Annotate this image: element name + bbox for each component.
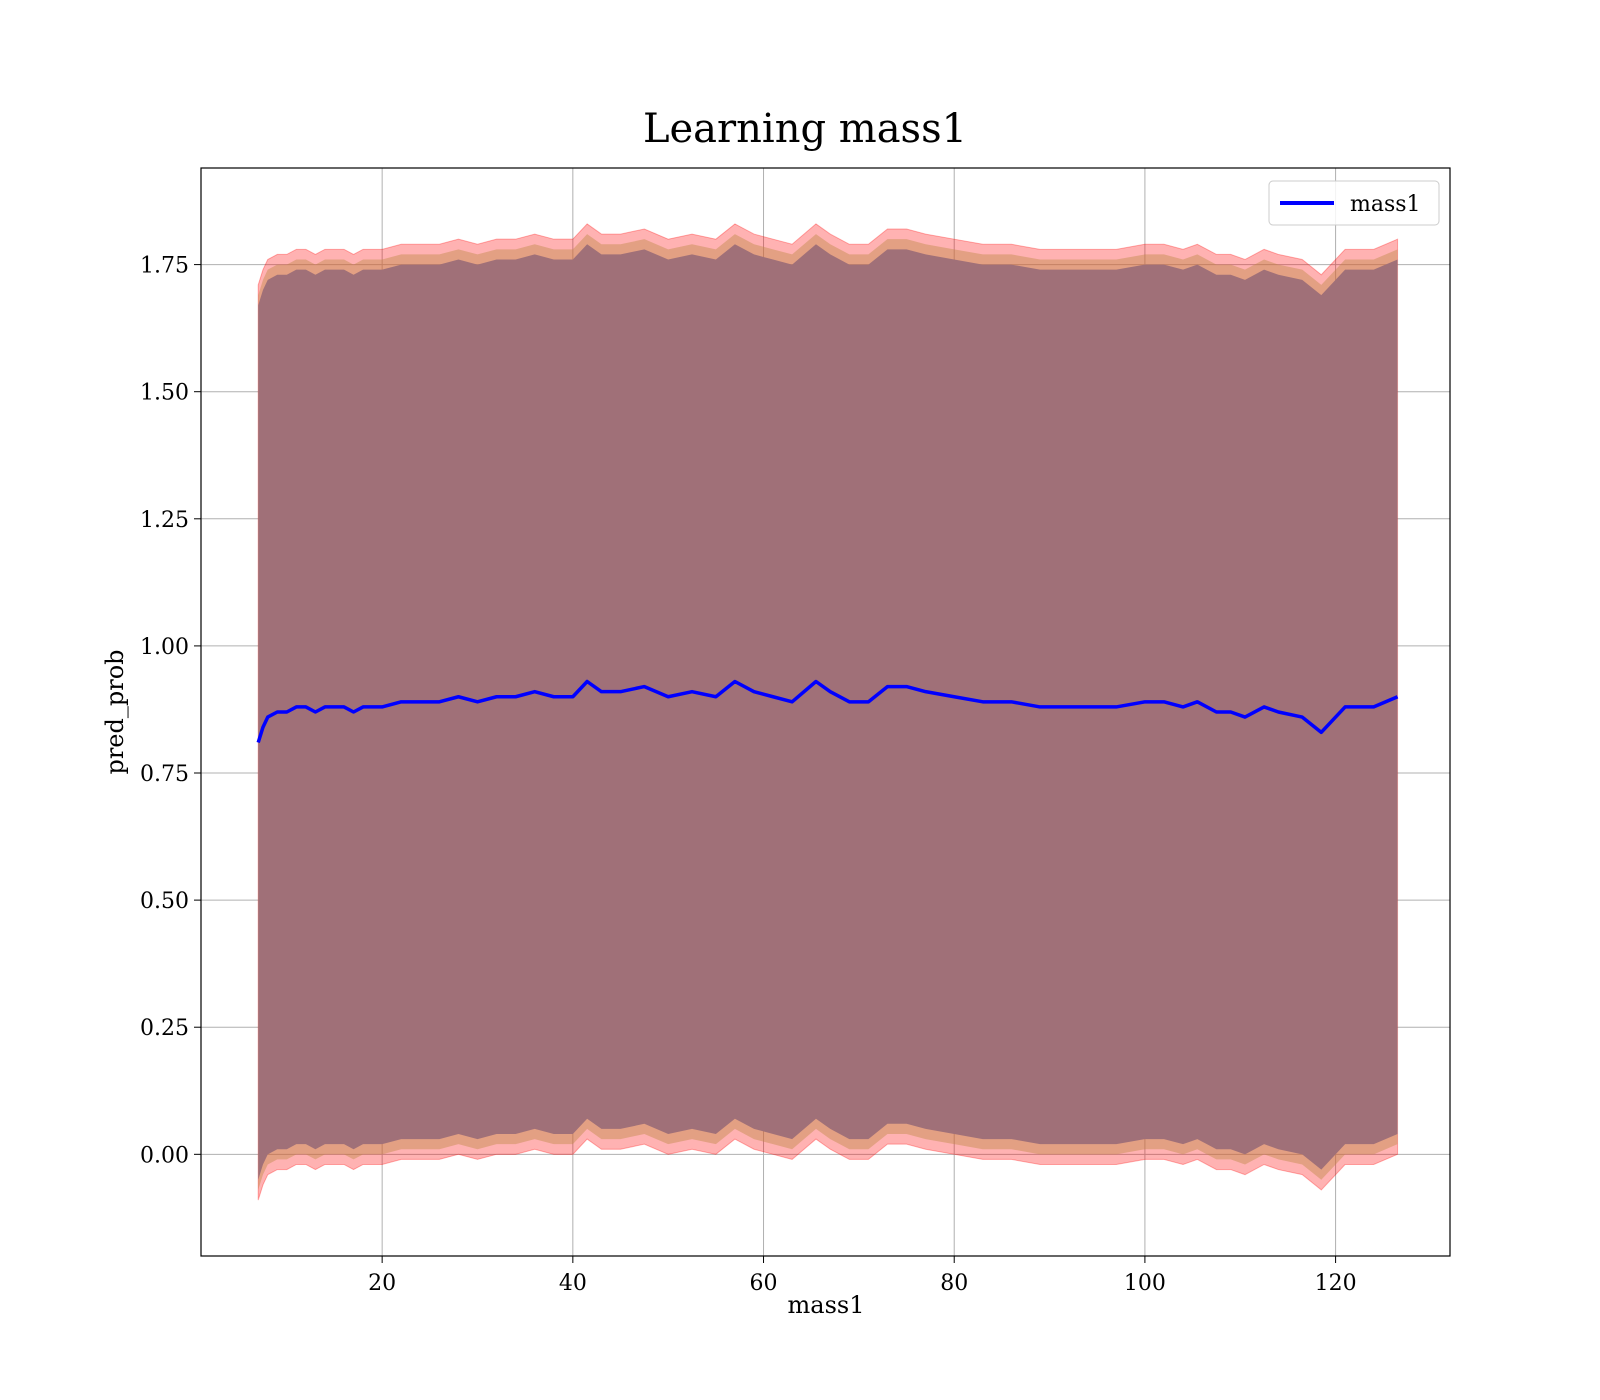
x-tick-label: 40: [559, 1271, 587, 1296]
x-tick-label: 60: [750, 1271, 778, 1296]
y-tick-label: 0.00: [140, 1143, 189, 1168]
series-lines: [256, 679, 1399, 744]
y-tick-label: 1.50: [140, 381, 189, 406]
legend: mass1: [1268, 180, 1440, 226]
band-inner: [258, 244, 1398, 1180]
x-tick-label: 100: [1124, 1271, 1166, 1296]
y-tick-label: 1.25: [140, 508, 189, 533]
x-tick-label: 80: [940, 1271, 968, 1296]
confidence-bands: [257, 223, 1399, 1201]
y-tick-label: 0.25: [140, 1016, 189, 1041]
y-axis-label: pred_prob: [101, 649, 129, 774]
y-axis-ticks: 0.00 0.25 0.50 0.75 1.00 1.25 1.50 1.75: [140, 254, 201, 1168]
chart-title: Learning mass1: [643, 106, 967, 152]
y-tick-label: 1.75: [140, 254, 189, 279]
y-tick-label: 1.00: [140, 635, 189, 660]
series-line-mass1: [256, 679, 1399, 744]
y-tick-label: 0.50: [140, 889, 189, 914]
y-tick-label: 0.75: [140, 762, 189, 787]
legend-label-mass1: mass1: [1350, 192, 1421, 217]
x-tick-label: 20: [368, 1271, 396, 1296]
x-tick-label: 120: [1315, 1271, 1357, 1296]
x-axis-label: mass1: [788, 1291, 865, 1319]
plot-frame: [200, 167, 1451, 1257]
legend-box: [1268, 180, 1440, 226]
x-axis-ticks: 20 40 60 80 100 120: [368, 1256, 1357, 1296]
